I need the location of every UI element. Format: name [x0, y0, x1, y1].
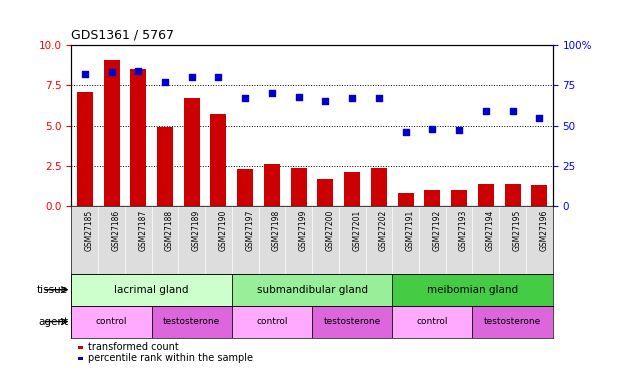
Text: percentile rank within the sample: percentile rank within the sample [88, 353, 253, 363]
Point [454, 128, 464, 134]
Bar [344, 172, 360, 206]
Point [134, 68, 143, 74]
Text: GSM27197: GSM27197 [245, 210, 254, 251]
Bar [291, 168, 307, 206]
Text: GSM27189: GSM27189 [192, 210, 201, 251]
Bar [397, 194, 414, 206]
Text: GSM27190: GSM27190 [219, 210, 227, 251]
Text: GSM27192: GSM27192 [432, 210, 442, 251]
Point [347, 95, 357, 101]
Point [401, 129, 410, 135]
Text: control: control [256, 317, 288, 326]
Bar [232, 306, 312, 338]
Text: GSM27187: GSM27187 [138, 210, 147, 251]
Text: GSM27191: GSM27191 [406, 210, 415, 251]
Text: GSM27198: GSM27198 [272, 210, 281, 251]
Text: GSM27199: GSM27199 [299, 210, 307, 251]
Point [481, 108, 491, 114]
Bar [77, 92, 93, 206]
Bar [152, 306, 232, 338]
Text: GSM27185: GSM27185 [85, 210, 94, 251]
Point [534, 115, 544, 121]
Text: GSM27193: GSM27193 [459, 210, 468, 251]
Bar [157, 127, 173, 206]
Point [374, 95, 384, 101]
Point [320, 99, 330, 105]
Text: lacrimal gland: lacrimal gland [114, 285, 189, 295]
Bar [130, 69, 147, 206]
Bar [71, 274, 232, 306]
Point [507, 108, 517, 114]
Text: GSM27188: GSM27188 [165, 210, 174, 251]
Bar [232, 274, 392, 306]
Text: GSM27186: GSM27186 [112, 210, 120, 251]
Text: control: control [417, 317, 448, 326]
Text: GSM27195: GSM27195 [512, 210, 522, 251]
Text: meibomian gland: meibomian gland [427, 285, 518, 295]
Text: tissue: tissue [37, 285, 68, 295]
Bar [532, 185, 547, 206]
Bar [184, 98, 200, 206]
Point [214, 74, 224, 80]
Point [427, 126, 437, 132]
Bar [104, 60, 120, 206]
Bar [473, 306, 553, 338]
Bar [392, 306, 473, 338]
Text: submandibular gland: submandibular gland [256, 285, 368, 295]
Bar [392, 274, 553, 306]
Bar [371, 168, 387, 206]
Bar [424, 190, 440, 206]
Bar [312, 306, 392, 338]
Text: GSM27196: GSM27196 [539, 210, 548, 251]
Point [240, 95, 250, 101]
Text: testosterone: testosterone [484, 317, 542, 326]
Text: testosterone: testosterone [163, 317, 220, 326]
Bar [71, 306, 152, 338]
Text: GSM27202: GSM27202 [379, 210, 388, 251]
Point [267, 90, 277, 96]
Bar [317, 179, 333, 206]
Point [187, 74, 197, 80]
Bar [478, 184, 494, 206]
Text: GSM27194: GSM27194 [486, 210, 495, 251]
Bar [264, 164, 280, 206]
Text: transformed count: transformed count [88, 342, 178, 352]
Point [80, 71, 90, 77]
Text: GSM27201: GSM27201 [352, 210, 361, 251]
Text: control: control [96, 317, 127, 326]
Bar [504, 184, 520, 206]
Point [160, 79, 170, 85]
Bar [237, 169, 253, 206]
Text: GDS1361 / 5767: GDS1361 / 5767 [71, 28, 175, 41]
Point [107, 69, 117, 75]
Text: GSM27200: GSM27200 [325, 210, 335, 251]
Bar [451, 190, 467, 206]
Point [294, 94, 304, 100]
Bar [211, 114, 227, 206]
Text: testosterone: testosterone [324, 317, 381, 326]
Text: agent: agent [38, 316, 68, 327]
